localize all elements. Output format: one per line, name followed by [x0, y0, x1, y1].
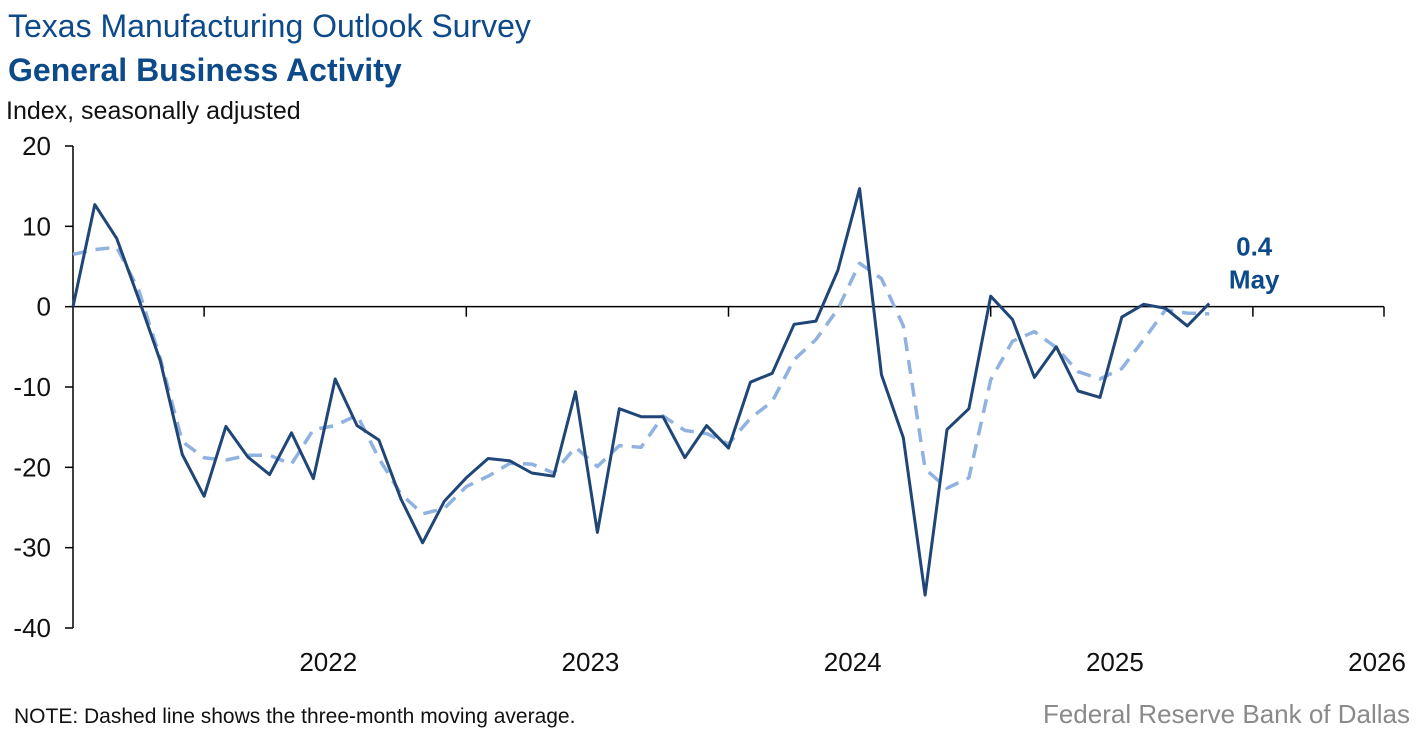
y-tick-label: -30: [13, 533, 51, 563]
y-tick-label: 0: [37, 292, 51, 322]
moving-average-line: [72, 245, 1210, 516]
index-line: [71, 187, 1211, 597]
x-tick-label: 2024: [824, 647, 882, 677]
y-tick-label: -10: [13, 372, 51, 402]
y-tick-label: -20: [13, 452, 51, 482]
footnote: NOTE: Dashed line shows the three-month …: [14, 705, 576, 728]
unit-label: Index, seasonally adjusted: [6, 97, 301, 125]
latest-month-label: May: [1229, 264, 1280, 294]
source-credit: Federal Reserve Bank of Dallas: [1042, 699, 1410, 729]
y-tick-label: 10: [22, 211, 51, 241]
latest-value-label: 0.4: [1236, 231, 1273, 261]
chart-title: Texas Manufacturing Outlook Survey: [8, 8, 531, 44]
chart-subtitle: General Business Activity: [8, 52, 402, 88]
y-tick-label: -40: [13, 613, 51, 643]
x-tick-label: 2025: [1086, 647, 1144, 677]
y-tick-label: 20: [22, 131, 51, 161]
x-tick-label: 2023: [562, 647, 620, 677]
x-tick-label: 2022: [299, 647, 357, 677]
x-tick-label: 2026: [1348, 647, 1406, 677]
